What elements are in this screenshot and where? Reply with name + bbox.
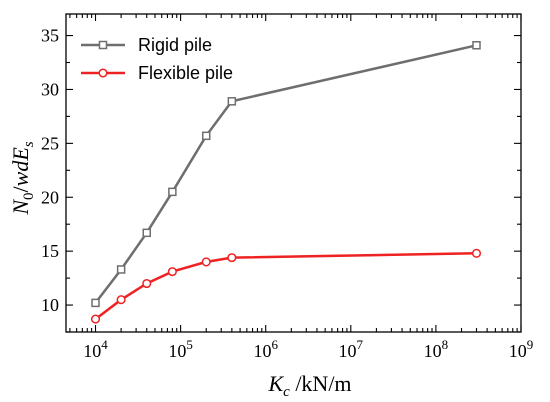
y-tick-label: 35 xyxy=(41,26,59,46)
legend: Rigid pile Flexible pile xyxy=(81,35,233,83)
y-tick-label: 20 xyxy=(41,187,59,207)
y-tick-label: 25 xyxy=(41,133,59,153)
data-point-rigid-pile xyxy=(227,97,237,106)
data-point-flexible-pile xyxy=(142,278,152,289)
x-tick-label: 106 xyxy=(253,337,278,361)
series-line-rigid-pile xyxy=(94,44,477,304)
data-point-rigid-pile xyxy=(91,298,100,308)
data-point-rigid-pile xyxy=(142,228,151,238)
x-tick-label: 105 xyxy=(168,337,193,361)
data-point-flexible-pile xyxy=(90,314,101,324)
data-point-rigid-pile xyxy=(168,187,177,197)
x-tick-label: 104 xyxy=(83,337,108,361)
series-line-flexible-pile xyxy=(94,252,477,321)
data-point-flexible-pile xyxy=(471,248,482,258)
plot-frame xyxy=(65,13,522,333)
x-tick-label: 107 xyxy=(339,337,364,361)
series-layer xyxy=(90,41,482,324)
data-point-flexible-pile xyxy=(227,253,237,263)
y-tick-label: 10 xyxy=(41,295,59,315)
legend-label-flexible-pile: Flexible pile xyxy=(138,63,233,83)
x-tick-label: 109 xyxy=(509,337,534,361)
legend-label-rigid-pile: Rigid pile xyxy=(138,35,212,55)
data-point-flexible-pile xyxy=(116,295,126,305)
data-point-rigid-pile xyxy=(201,131,211,141)
data-point-flexible-pile xyxy=(201,257,211,267)
y-tick-label: 30 xyxy=(41,79,59,99)
y-axis-title: N0/wdEs xyxy=(8,141,37,215)
y-tick-label: 15 xyxy=(41,241,59,261)
data-point-flexible-pile xyxy=(167,267,177,277)
legend-marker-flexible-pile xyxy=(98,68,108,78)
axes: 104 105 106 107 108 109 10 15 20 25 30 35 xyxy=(41,13,534,361)
legend-marker-rigid-pile xyxy=(98,40,108,50)
x-axis-title: Kc /kN/m xyxy=(267,371,351,400)
data-point-rigid-pile xyxy=(472,41,481,50)
x-tick-label: 108 xyxy=(424,337,449,361)
data-point-rigid-pile xyxy=(116,265,126,274)
